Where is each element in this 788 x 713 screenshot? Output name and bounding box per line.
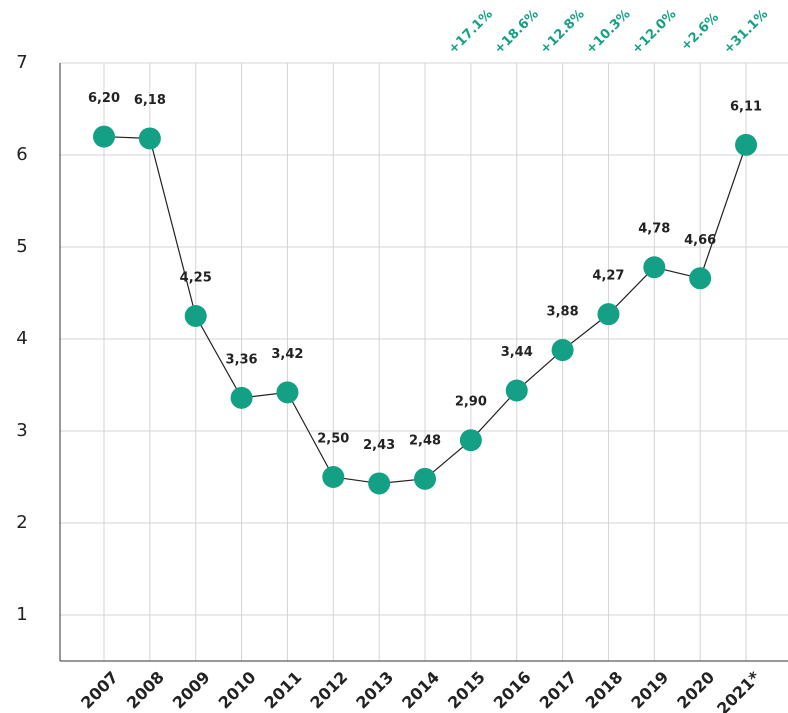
x-tick-label: 2013 xyxy=(352,668,397,713)
growth-label: +17.1% xyxy=(446,7,496,57)
data-label: 3,88 xyxy=(547,305,579,320)
x-tick-label: 2020 xyxy=(673,668,718,713)
marker xyxy=(93,125,115,148)
marker xyxy=(689,267,712,290)
data-label: 3,42 xyxy=(271,347,303,362)
marker xyxy=(459,429,482,452)
x-tick-label: 2017 xyxy=(536,668,581,713)
marker xyxy=(551,339,574,362)
marker xyxy=(138,127,161,150)
y-tick-label: 4 xyxy=(16,328,27,349)
y-tick-label: 1 xyxy=(16,604,27,625)
y-tick-label: 6 xyxy=(16,144,27,165)
x-tick-label: 2019 xyxy=(627,668,672,713)
x-tick-label: 2021* xyxy=(713,667,764,713)
data-label: 3,36 xyxy=(226,352,258,367)
data-label: 2,43 xyxy=(363,438,395,453)
data-label: 6,18 xyxy=(134,93,166,108)
data-label: 4,78 xyxy=(638,222,670,237)
data-label: 2,90 xyxy=(455,395,487,410)
marker xyxy=(597,303,620,326)
marker xyxy=(184,305,207,327)
data-label: 3,44 xyxy=(501,345,533,360)
x-tick-label: 2012 xyxy=(306,668,351,713)
data-label: 4,27 xyxy=(592,269,624,284)
marker xyxy=(276,381,299,404)
x-tick-label: 2014 xyxy=(398,668,443,713)
growth-label: +10.3% xyxy=(583,7,633,57)
marker xyxy=(414,467,437,490)
x-tick-label: 2007 xyxy=(77,668,122,713)
marker xyxy=(643,256,666,279)
x-tick-label: 2010 xyxy=(215,668,260,713)
data-label: 6,20 xyxy=(88,91,120,106)
x-tick-label: 2018 xyxy=(582,668,627,713)
marker xyxy=(368,472,391,495)
x-tick-label: 2011 xyxy=(261,668,306,713)
y-tick-label: 3 xyxy=(16,420,27,441)
growth-label: +31.1% xyxy=(721,7,771,57)
growth-label: +12.8% xyxy=(537,7,587,57)
data-label: 4,25 xyxy=(180,271,212,286)
growth-label: +2.6% xyxy=(678,10,722,54)
data-label: 2,48 xyxy=(409,433,441,448)
y-tick-label: 7 xyxy=(16,52,27,73)
marker xyxy=(322,466,345,488)
growth-label: +18.6% xyxy=(492,7,542,57)
growth-label: +12.0% xyxy=(629,7,679,57)
marker xyxy=(505,379,528,402)
data-label: 4,66 xyxy=(684,233,716,248)
marker xyxy=(735,133,758,156)
data-label: 2,50 xyxy=(317,432,349,447)
x-tick-label: 2009 xyxy=(169,668,214,713)
x-tick-label: 2008 xyxy=(123,668,168,713)
x-tick-label: 2016 xyxy=(490,668,535,713)
y-tick-label: 5 xyxy=(16,236,27,257)
marker xyxy=(230,386,253,409)
data-label: 6,11 xyxy=(730,99,762,114)
x-tick-label: 2015 xyxy=(444,668,489,713)
y-tick-label: 2 xyxy=(16,512,27,533)
